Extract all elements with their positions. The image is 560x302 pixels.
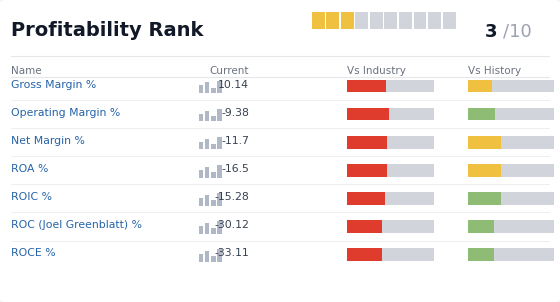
Bar	[205, 223, 209, 234]
Bar	[217, 109, 222, 121]
Text: ROIC %: ROIC %	[11, 192, 52, 202]
Text: -16.5: -16.5	[221, 164, 249, 174]
Bar	[347, 192, 434, 205]
Text: ROC (Joel Greenblatt) %: ROC (Joel Greenblatt) %	[11, 220, 142, 230]
Text: -33.11: -33.11	[214, 248, 249, 258]
Bar	[217, 81, 222, 93]
Text: Profitability Rank: Profitability Rank	[11, 21, 204, 40]
Bar	[340, 12, 354, 29]
Bar	[205, 167, 209, 178]
Bar	[468, 136, 554, 149]
Bar	[468, 220, 554, 233]
Text: Name: Name	[11, 66, 42, 76]
Bar	[211, 256, 216, 262]
Text: 10.14: 10.14	[218, 79, 249, 90]
Bar	[205, 111, 209, 121]
Bar	[347, 192, 385, 205]
Bar	[442, 12, 456, 29]
Bar	[199, 170, 203, 178]
Text: -9.38: -9.38	[221, 108, 249, 118]
Bar	[399, 12, 412, 29]
Bar	[347, 80, 386, 92]
Text: Vs History: Vs History	[468, 66, 521, 76]
Bar	[468, 108, 496, 120]
Bar	[311, 12, 324, 29]
Bar	[217, 249, 222, 262]
Bar	[205, 251, 209, 262]
Bar	[199, 114, 203, 121]
Text: ROA %: ROA %	[11, 164, 49, 174]
Bar	[199, 85, 203, 93]
Bar	[468, 164, 501, 177]
Text: Vs Industry: Vs Industry	[347, 66, 406, 76]
Text: Net Margin %: Net Margin %	[11, 136, 85, 146]
Text: -30.12: -30.12	[214, 220, 249, 230]
Bar	[211, 144, 216, 149]
Bar	[217, 165, 222, 178]
Bar	[347, 136, 434, 149]
Bar	[211, 200, 216, 206]
Bar	[217, 221, 222, 234]
Text: /10: /10	[503, 23, 531, 41]
Bar	[347, 164, 387, 177]
Bar	[217, 137, 222, 149]
Bar	[347, 220, 434, 233]
Bar	[347, 164, 434, 177]
Text: Current: Current	[209, 66, 249, 76]
Bar	[347, 108, 434, 120]
Bar	[428, 12, 441, 29]
Bar	[413, 12, 427, 29]
Bar	[211, 116, 216, 121]
Bar	[468, 248, 494, 261]
Bar	[468, 136, 501, 149]
Bar	[468, 80, 492, 92]
Text: Gross Margin %: Gross Margin %	[11, 79, 96, 90]
Bar	[370, 12, 383, 29]
Text: ROCE %: ROCE %	[11, 248, 56, 258]
Bar	[468, 164, 554, 177]
Bar	[468, 192, 554, 205]
Bar	[199, 198, 203, 206]
Text: 3: 3	[484, 23, 497, 41]
Bar	[205, 139, 209, 149]
Bar	[211, 228, 216, 234]
Bar	[199, 254, 203, 262]
Bar	[199, 226, 203, 234]
Bar	[355, 12, 368, 29]
Bar	[468, 80, 554, 92]
Bar	[347, 220, 382, 233]
Bar	[347, 248, 434, 261]
Bar	[347, 80, 434, 92]
Bar	[326, 12, 339, 29]
Bar	[347, 136, 387, 149]
Bar	[468, 192, 501, 205]
Bar	[205, 195, 209, 206]
Bar	[468, 220, 494, 233]
Text: -15.28: -15.28	[214, 192, 249, 202]
Bar	[468, 108, 554, 120]
Bar	[468, 248, 554, 261]
Bar	[199, 142, 203, 149]
Bar	[211, 172, 216, 178]
Bar	[205, 82, 209, 93]
Bar	[347, 108, 389, 120]
Text: -11.7: -11.7	[221, 136, 249, 146]
Text: Operating Margin %: Operating Margin %	[11, 108, 120, 118]
Bar	[211, 88, 216, 93]
Bar	[217, 193, 222, 206]
Bar	[384, 12, 398, 29]
Bar	[347, 248, 382, 261]
